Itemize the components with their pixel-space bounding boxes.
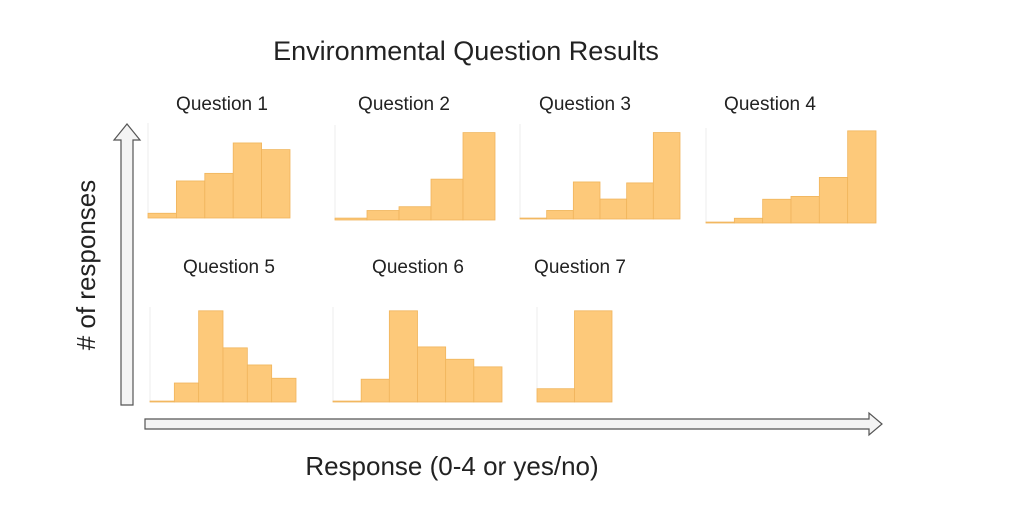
bar [332,400,362,403]
bar [246,364,273,403]
bar [232,142,262,219]
bar [366,210,400,221]
bar [519,217,548,220]
bar [599,198,628,220]
chart-title: Question 6 [372,257,464,278]
x-axis-label: Response (0-4 or yes/no) [305,451,598,481]
x-arrow [144,411,883,437]
bar [261,149,291,219]
bar [574,310,613,403]
bar [847,130,877,224]
figure-title: Environmental Question Results [273,36,659,66]
bar [388,310,418,403]
bar [733,217,764,224]
bar [762,198,792,224]
bar [790,195,820,224]
bar [536,388,575,403]
bar [417,346,447,403]
bar [445,358,475,403]
bar [222,347,248,403]
bar [462,132,496,221]
y-arrow [112,123,142,406]
bar [173,382,200,403]
bar [652,132,681,220]
bar [360,378,390,403]
chart-title: Question 5 [183,257,275,278]
chart-title: Question 3 [539,94,631,115]
bar [334,217,368,221]
bar [147,212,177,219]
bar [204,172,234,219]
bar [546,210,574,220]
bar [149,400,175,403]
bar [430,178,464,221]
bar [705,221,735,224]
bar [473,366,503,403]
bar [175,180,206,219]
chart-title: Question 7 [534,257,626,278]
chart-title: Question 2 [358,94,450,115]
bar [626,182,654,220]
y-axis-label: # of responses [71,180,101,351]
bar [398,206,432,221]
bar [572,181,601,220]
bar [818,176,849,224]
bar [198,310,224,403]
bar [271,377,297,403]
chart-title: Question 4 [724,94,816,115]
chart-title: Question 1 [176,94,268,115]
